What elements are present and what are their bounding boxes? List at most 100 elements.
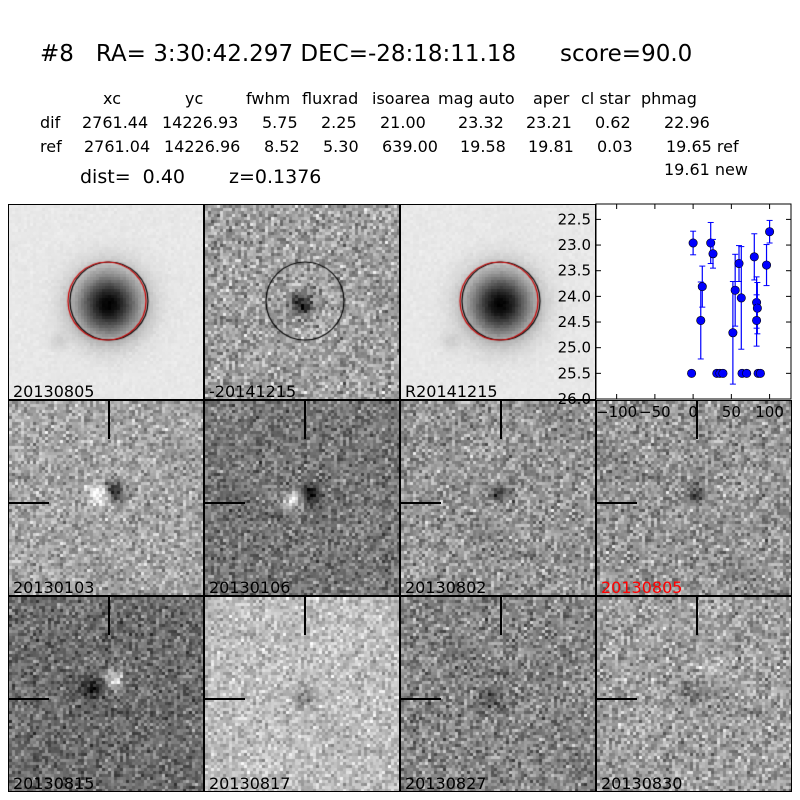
- data-point: [728, 328, 738, 338]
- data-point: [742, 368, 752, 378]
- stamp-image: [597, 401, 791, 595]
- stamp-image: [401, 401, 595, 595]
- y-tick-label: 24.5: [558, 313, 591, 331]
- column-header: isoarea: [372, 89, 431, 108]
- stamp-image: [9, 597, 203, 791]
- stamp-date-label: 20130805: [13, 382, 95, 400]
- y-tick-label: 22.5: [558, 210, 591, 228]
- column-header: fluxrad: [302, 89, 359, 108]
- stamp-date-label: 20130103: [13, 578, 95, 596]
- row-label: ref: [40, 137, 62, 156]
- stamp-date-label: 20130817: [209, 774, 291, 792]
- table-cell: 19.58: [460, 137, 506, 156]
- x-tick-label: 0: [688, 403, 698, 421]
- stamp-image: [401, 597, 595, 791]
- column-header: phmag: [641, 89, 697, 108]
- data-point: [762, 260, 772, 270]
- table-cell: 8.52: [264, 137, 300, 156]
- crosshair-horizontal: [597, 502, 637, 504]
- x-tick-label: 100: [755, 403, 784, 421]
- stamp-image: [9, 401, 203, 595]
- column-header: cl star: [581, 89, 631, 108]
- data-point: [752, 315, 762, 325]
- table-cell: 2.25: [321, 113, 357, 132]
- crosshair-horizontal: [401, 502, 441, 504]
- data-point: [706, 238, 716, 248]
- table-cell: 5.30: [323, 137, 359, 156]
- x-tick-label: −100: [596, 403, 637, 421]
- candidate-title: #8 RA= 3:30:42.297 DEC=-28:18:11.18 scor…: [40, 41, 693, 67]
- table-cell: 5.75: [262, 113, 298, 132]
- crosshair-vertical: [500, 597, 502, 635]
- crosshair-horizontal: [205, 502, 245, 504]
- table-cell: 2761.04: [84, 137, 151, 156]
- stamp-image: [205, 597, 399, 791]
- redshift-value: z=0.1376: [229, 166, 322, 188]
- stamp-image: [9, 205, 203, 399]
- crosshair-vertical: [304, 597, 306, 635]
- column-header: yc: [185, 89, 204, 108]
- crosshair-horizontal: [205, 698, 245, 700]
- stamp-date-label: R20141215: [405, 382, 498, 400]
- column-header: aper: [533, 89, 570, 108]
- column-header: mag auto: [438, 89, 515, 108]
- column-header: fwhm: [246, 89, 291, 108]
- table-cell: 23.21: [526, 113, 572, 132]
- data-point: [718, 368, 728, 378]
- y-tick-label: 25.5: [558, 364, 591, 382]
- image-stamp: 20130827: [400, 596, 596, 792]
- crosshair-vertical: [500, 401, 502, 439]
- data-point: [687, 368, 697, 378]
- y-tick-label: 23.5: [558, 262, 591, 280]
- dist-value: dist= 0.40: [80, 166, 185, 188]
- table-cell: 639.00: [382, 137, 438, 156]
- crosshair-vertical: [696, 401, 698, 439]
- data-point: [755, 368, 765, 378]
- image-stamp: 20130830: [596, 596, 792, 792]
- data-point: [736, 293, 746, 303]
- lightcurve-chart: 22.5 23.0 23.5 24.0 24.5 25.0 25.5 26.0 −100 −50 0…: [558, 203, 792, 421]
- table-cell: 19.65 ref: [666, 137, 739, 156]
- stamp-date-label: -20141215: [209, 382, 297, 400]
- table-cell: 14226.96: [164, 137, 241, 156]
- table-cell: 0.03: [597, 137, 633, 156]
- image-stamp: 20130103: [8, 400, 204, 596]
- table-cell: 22.96: [664, 113, 710, 132]
- data-point: [749, 252, 759, 262]
- image-stamp: 20130817: [204, 596, 400, 792]
- crosshair-horizontal: [9, 698, 49, 700]
- stamp-date-label: 20130830: [601, 774, 683, 792]
- stamp-image: [205, 205, 399, 399]
- data-point: [734, 259, 744, 269]
- x-tick-label: 50: [722, 403, 741, 421]
- image-stamp: 20130805: [8, 204, 204, 400]
- data-point: [688, 238, 698, 248]
- stamp-image: [401, 205, 595, 399]
- data-point: [697, 282, 707, 292]
- stamp-date-label: 20130815: [13, 774, 95, 792]
- table-cell: 0.62: [595, 113, 631, 132]
- image-stamp: 20130815: [8, 596, 204, 792]
- table-cell: 2761.44: [82, 113, 149, 132]
- y-tick-label: 25.0: [558, 339, 591, 357]
- table-cell: 21.00: [380, 113, 426, 132]
- crosshair-vertical: [304, 401, 306, 439]
- image-stamp: R20141215: [400, 204, 596, 400]
- stamp-date-label: 20130802: [405, 578, 487, 596]
- y-tick-label: 26.0: [558, 390, 591, 408]
- stamp-date-label: 20130805: [601, 578, 683, 596]
- data-point: [696, 315, 706, 325]
- x-tick-label: −50: [639, 403, 671, 421]
- y-tick-label: 24.0: [558, 287, 591, 305]
- column-header: xc: [103, 89, 121, 108]
- image-stamp: -20141215: [204, 204, 400, 400]
- image-stamp: 20130106: [204, 400, 400, 596]
- data-point: [752, 303, 762, 313]
- row-label: dif: [40, 113, 61, 132]
- data-point: [708, 249, 718, 259]
- stamp-image: [597, 597, 791, 791]
- crosshair-horizontal: [9, 502, 49, 504]
- table-cell: 14226.93: [162, 113, 239, 132]
- crosshair-horizontal: [597, 698, 637, 700]
